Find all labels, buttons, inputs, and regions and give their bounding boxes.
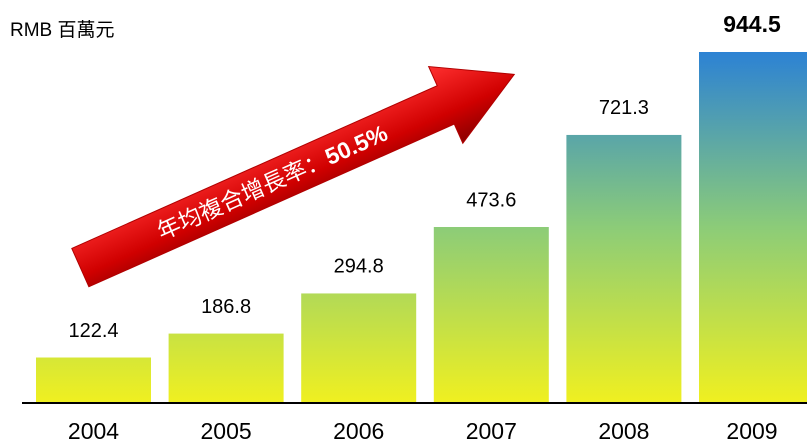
value-label: 721.3 <box>599 97 649 119</box>
value-label: 473.6 <box>466 189 516 211</box>
x-tick-label: 2006 <box>333 418 384 444</box>
bar <box>699 52 807 403</box>
bar <box>566 134 682 403</box>
value-label: 186.8 <box>201 296 251 318</box>
value-label: 294.8 <box>334 256 384 278</box>
bars <box>36 52 807 403</box>
bar <box>301 293 417 403</box>
bar <box>168 333 284 403</box>
x-tick-label: 2008 <box>598 418 649 444</box>
annotation-text: 年均複合增長率： <box>153 146 332 245</box>
bar <box>36 357 151 403</box>
x-tick-label: 2005 <box>201 418 252 444</box>
value-label: 944.5 <box>723 11 781 37</box>
bar <box>433 226 549 403</box>
growth-annotation: 年均複合增長率：50.5% <box>153 120 391 245</box>
unit-label: RMB 百萬元 <box>10 19 115 41</box>
x-tick-label: 2004 <box>68 418 119 444</box>
x-tick-label: 2007 <box>466 418 517 444</box>
x-tick-label: 2009 <box>726 418 777 444</box>
arrow-shape <box>71 65 516 288</box>
value-label: 122.4 <box>68 320 118 342</box>
